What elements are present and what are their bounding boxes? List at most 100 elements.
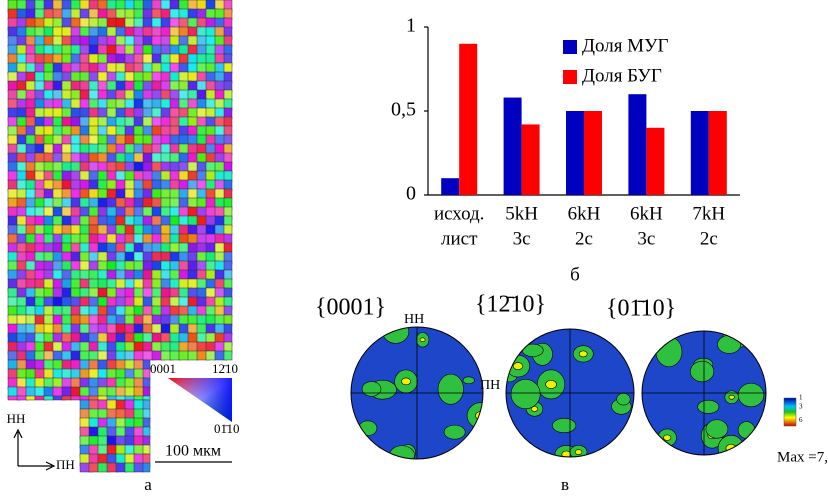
contour (511, 379, 540, 408)
grain (197, 27, 207, 36)
grain (125, 270, 135, 279)
grain (143, 400, 150, 410)
figure: 0001 12̄10 01̄10 100 мкм НН ПН а б {0001… (0, 0, 828, 496)
colorbar (784, 398, 796, 426)
grain (197, 342, 207, 352)
grain (143, 144, 153, 153)
grain (17, 72, 26, 81)
grain (53, 369, 62, 379)
axes-arrows (14, 430, 54, 470)
grain (224, 63, 232, 73)
pole-figure (340, 320, 495, 465)
grain (107, 198, 116, 208)
grain (26, 396, 35, 400)
grain (134, 445, 144, 455)
contour (717, 336, 740, 354)
grain (53, 126, 63, 136)
grain (62, 36, 72, 45)
pole-figure-title: {12̄10} (475, 292, 546, 318)
grain (17, 63, 26, 72)
grain (17, 351, 26, 360)
grain (161, 315, 171, 324)
grain (107, 396, 117, 400)
grain (125, 117, 135, 127)
grain (98, 90, 108, 99)
grain (161, 333, 171, 343)
y-tick-label: 0,5 (391, 99, 416, 121)
grain (179, 72, 188, 81)
grain (134, 270, 143, 279)
x-tick-label: 5kН (505, 203, 538, 224)
axis-right-label: ПН (56, 457, 75, 472)
grain (17, 9, 26, 18)
grain (8, 351, 17, 360)
ipf-label: 0001 (150, 361, 176, 376)
pole-figures (340, 320, 766, 465)
grain (35, 18, 44, 27)
contour (467, 403, 495, 429)
grain (134, 234, 143, 243)
grain (44, 396, 53, 400)
contour (664, 435, 671, 441)
contour (690, 361, 713, 382)
grain (197, 81, 206, 90)
grain (215, 144, 224, 153)
contour (552, 418, 576, 432)
grain (197, 162, 207, 172)
grain (44, 27, 53, 37)
grain (71, 45, 80, 55)
axis-up-label: НН (7, 411, 26, 426)
y-tick-label: 1 (406, 15, 416, 37)
grain (116, 27, 126, 37)
grain (26, 225, 36, 234)
grain (62, 351, 71, 360)
grain (44, 45, 54, 54)
contour (475, 411, 486, 419)
colorbar-tick-label: 6 (799, 416, 803, 424)
grain (26, 252, 36, 262)
panel-caption: а (144, 475, 152, 494)
panel-caption: в (561, 475, 569, 494)
grain (143, 463, 150, 472)
grain (44, 297, 53, 307)
ipf-label: 01̄10 (214, 421, 240, 436)
grain (170, 135, 179, 145)
bar (709, 111, 727, 195)
bar (628, 94, 646, 195)
grain (35, 243, 44, 252)
contour (340, 438, 365, 462)
grain (215, 117, 225, 126)
legend-label: Доля БУГ (582, 65, 662, 86)
grain (89, 445, 98, 455)
grain (17, 378, 26, 388)
grain (134, 252, 144, 261)
grain (62, 396, 71, 400)
grain (71, 189, 81, 198)
grain (197, 171, 207, 181)
grain (35, 72, 45, 82)
grain (35, 315, 45, 325)
contour (420, 338, 425, 342)
x-tick-label: 6kН (630, 203, 663, 224)
contour (546, 380, 557, 388)
grain (224, 45, 232, 55)
grain (224, 261, 232, 270)
grain (161, 189, 170, 198)
grain (89, 180, 98, 189)
grain (134, 288, 143, 298)
grain (152, 333, 161, 343)
x-tick-label: 2с (575, 228, 593, 249)
contour (401, 378, 410, 385)
grain (62, 252, 72, 262)
grain (197, 270, 206, 279)
grain (143, 270, 153, 280)
grain (206, 18, 216, 28)
legend-swatch (563, 40, 577, 54)
pole-figure-title: {01̄10} (606, 296, 676, 322)
grain (152, 342, 161, 351)
grain (188, 252, 197, 261)
grain (26, 378, 36, 387)
grain (134, 81, 143, 91)
contour (738, 383, 764, 407)
contour (751, 339, 761, 348)
